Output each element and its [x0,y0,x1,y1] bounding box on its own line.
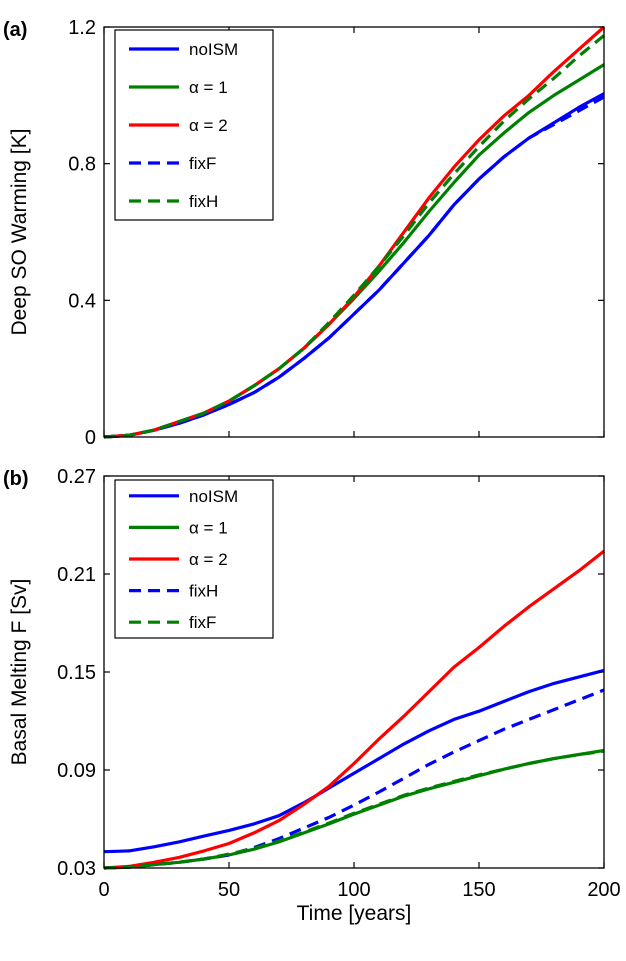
legend-entry-label: α = 1 [189,78,228,97]
y-tick-label: 0.09 [57,760,96,782]
legend-entry-label: α = 1 [189,518,228,537]
series-line-4 [103,749,605,870]
y-axis-label: Basal Melting F [Sv] [8,579,31,766]
x-tick-label: 100 [337,879,370,901]
y-tick-label: 0.27 [57,466,96,488]
legend-entry-label: fixH [189,582,218,601]
series-line-1 [103,748,605,870]
legend-entry-label: α = 2 [189,116,228,135]
x-axis-label: Time [years] [297,902,412,925]
legend-entry-label: fixF [189,613,216,632]
panel-label: (b) [3,468,29,490]
legend-entry-label: noISM [189,40,238,59]
panel-a: 0 0.4 0.8 1.2 Deep SO Warming [K] (a) noISM α =… [3,17,606,449]
x-tick-label: 0 [98,879,109,901]
panel-label: (a) [3,19,27,41]
legend-entry-label: fixF [189,154,216,173]
legend: noISM α = 1 α = 2 fixF fixH [114,29,274,221]
y-tick-label: 0.8 [68,154,96,176]
series-line-0 [103,668,605,854]
series-line-4 [103,34,606,439]
x-tick-label: 150 [462,879,495,901]
y-tick-label: 0.15 [57,662,96,684]
series-line-2 [103,549,605,870]
legend: noISM α = 1 α = 2 fixH fixF [114,479,274,639]
y-tick-label: 0.21 [57,564,96,586]
panel-b: 0 50 100 150 200 0.03 0.09 0.15 0.21 0.27 Basal Me… [3,466,621,925]
series-line-3 [103,95,605,439]
legend-entry-label: α = 2 [189,550,228,569]
y-axis-label: Deep SO Warming [K] [8,129,31,336]
x-tick-label: 200 [587,879,620,901]
y-tick-label: 1.2 [68,17,96,39]
legend-entry-label: noISM [189,487,238,506]
x-tick-label: 50 [218,879,240,901]
y-tick-label: 0 [85,427,96,449]
legend-entry-label: fixH [189,192,218,211]
y-tick-label: 0.03 [57,858,96,880]
y-tick-label: 0.4 [68,290,96,312]
